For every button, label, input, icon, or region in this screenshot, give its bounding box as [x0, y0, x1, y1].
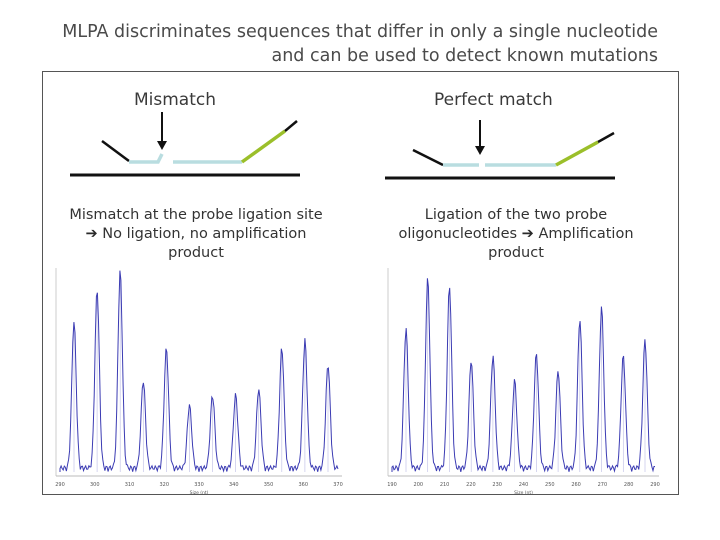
mismatch-caption-line-3: product [168, 245, 224, 261]
x-tick-label: 310 [125, 482, 135, 488]
x-tick-label: 320 [159, 482, 169, 488]
x-tick-label: 190 [387, 482, 397, 488]
perfect-match-caption-line-3: product [488, 245, 544, 261]
mismatch-probe-diagram [70, 112, 300, 177]
x-tick-label: 210 [440, 482, 450, 488]
x-tick-label: 360 [298, 482, 308, 488]
slide-title-line-1: MLPA discriminates sequences that differ… [62, 22, 658, 42]
x-tick-label: 340 [229, 482, 239, 488]
mismatch-caption: Mismatch at the probe ligation site ➔ No… [48, 206, 344, 263]
x-tick-label: 240 [519, 482, 529, 488]
x-tick-label: 260 [571, 482, 581, 488]
mismatch-label: Mismatch [134, 90, 217, 110]
right-probe-tail [597, 131, 615, 144]
slide-title-line-2: and can be used to detect known mutation… [271, 46, 658, 66]
x-tick-label: 370 [333, 482, 343, 488]
mismatch-caption-line-1: Mismatch at the probe ligation site [69, 207, 323, 223]
x-tick-label: 330 [194, 482, 204, 488]
x-tick-label: 250 [545, 482, 555, 488]
x-tick-label: 220 [466, 482, 476, 488]
content-frame [42, 71, 679, 495]
right-probe-stuffer [555, 140, 599, 167]
mismatch-caption-line-2: ➔ No ligation, no amplification [85, 226, 307, 242]
x-tick-label: 270 [598, 482, 608, 488]
x-tick-label: 290 [55, 482, 65, 488]
x-tick-label: 280 [624, 482, 634, 488]
left-probe-tail [412, 148, 444, 167]
x-tick-label: 290 [650, 482, 660, 488]
perfect-match-probe-diagram [385, 120, 615, 180]
right-probe-tail [284, 120, 298, 132]
x-tick-label: 230 [492, 482, 502, 488]
ligation-site-arrow-head [157, 141, 167, 150]
right-arrow-icon: ➔ [521, 226, 534, 242]
left-probe-tail [101, 139, 130, 163]
perfect-match-caption-line-1: Ligation of the two probe [424, 207, 608, 223]
perfect-match-caption: Ligation of the two probe oligonucleotid… [368, 206, 664, 263]
left-probe-hybridizing-sequence-mismatched [129, 153, 164, 164]
right-arrow-icon: ➔ [85, 226, 98, 242]
perfect-match-caption-line-2: oligonucleotides ➔ Amplification [398, 226, 634, 242]
trace-line [391, 278, 655, 473]
right-probe-stuffer [240, 129, 287, 164]
electropherogram-right: 190 200 210 220 230 240 250 260 270 280 290 Size (n… [387, 268, 660, 496]
x-tick-label: 300 [90, 482, 100, 488]
x-tick-label: 200 [414, 482, 424, 488]
x-tick-label: 350 [264, 482, 274, 488]
x-axis-label: Size (nt) [514, 490, 533, 496]
trace-line [59, 270, 339, 473]
electropherogram-left: 290 300 310 320 330 340 350 360 370 Size (nt) [55, 268, 343, 496]
x-axis-label: Size (nt) [190, 490, 209, 496]
perfect-match-label: Perfect match [434, 90, 553, 110]
ligation-site-arrow-head [475, 146, 485, 155]
